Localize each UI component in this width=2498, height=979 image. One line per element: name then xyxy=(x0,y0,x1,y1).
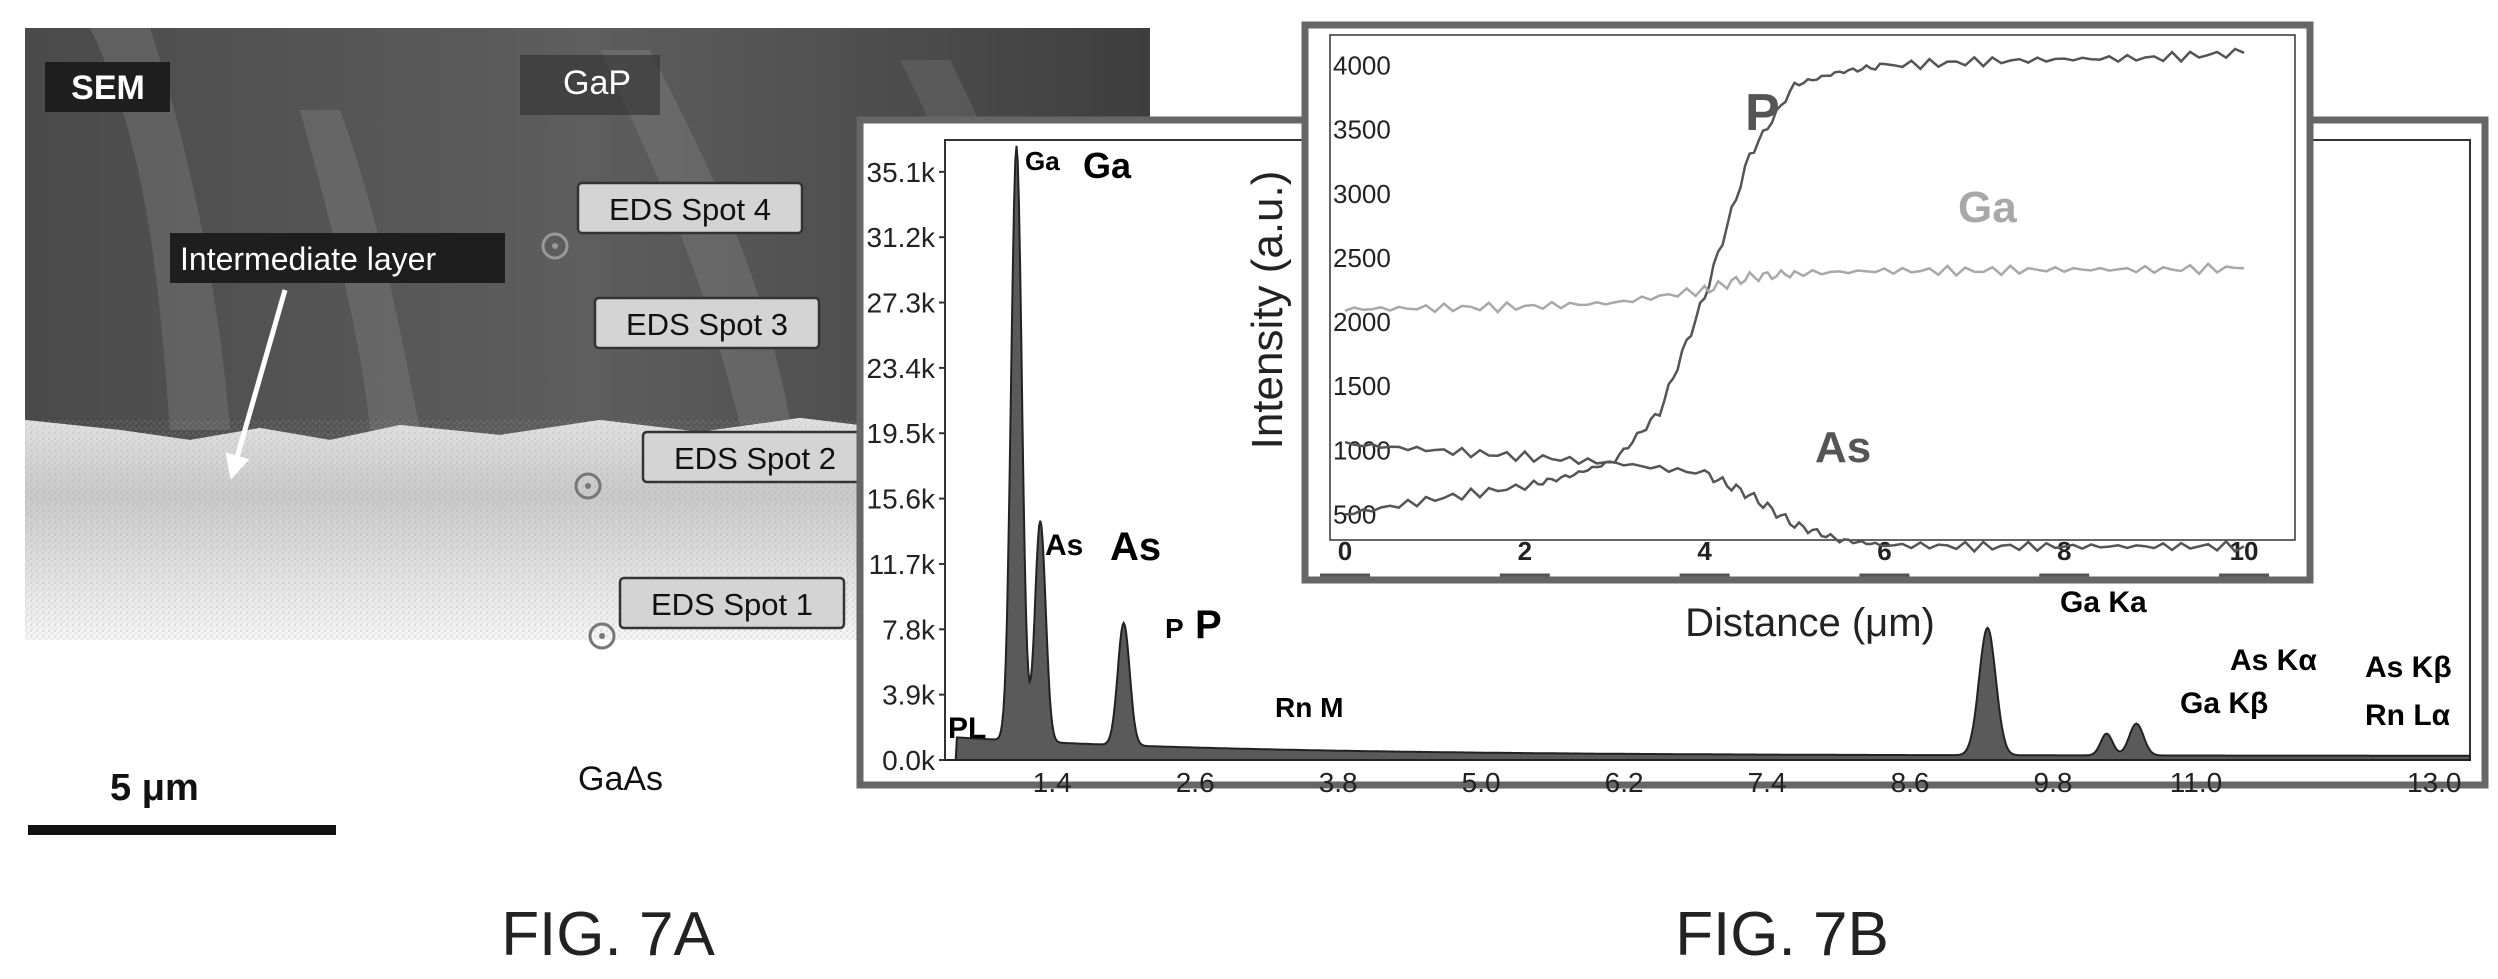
linescan-y-tick-label: 4000 xyxy=(1333,51,1391,81)
label-ga-big: Ga xyxy=(1083,145,1132,186)
linescan-plot-area xyxy=(1329,34,2296,541)
label-ga-small: Ga xyxy=(1025,146,1060,176)
spectrum-x-tick-label: 11.0 xyxy=(2170,767,2222,798)
spectrum-y-ticks: 0.0k 3.9k 7.8k 11.7k 15.6k 19.5k 23.4k 27.3k 31.… xyxy=(867,157,945,776)
scale-bar xyxy=(28,825,336,835)
gap-label-box xyxy=(520,55,660,115)
spectrum-y-tick-label: 35.1k xyxy=(867,157,936,188)
series-label-p: P xyxy=(1745,84,1780,142)
layer-arrow xyxy=(225,289,288,480)
linescan-y-label: Intensity (a.u.) xyxy=(1243,171,1292,450)
linescan-series-p-line xyxy=(1344,47,2245,516)
linescan-y-tick-label: 2000 xyxy=(1333,307,1391,337)
label-as-ka: As Kα xyxy=(2230,644,2317,677)
label-p-small: P xyxy=(1165,613,1184,644)
spectrum-x-tick-label: 1.4 xyxy=(1033,767,1072,798)
linescan-y-tick-label: 2500 xyxy=(1333,243,1391,273)
label-pl: PL xyxy=(948,712,986,745)
eds-spot-2-marker xyxy=(574,472,602,500)
spectrum-y-tick-label: 27.3k xyxy=(867,288,936,319)
spectrum-y-tick-label: 0.0k xyxy=(882,745,936,776)
eds-spot-1-marker xyxy=(588,622,616,650)
label-p-big: P xyxy=(1195,603,1222,647)
caption-fig-7b: FIG. 7B xyxy=(1675,900,1889,969)
spectrum-y-tick-label: 3.9k xyxy=(882,680,936,711)
eds-spot-2: EDS Spot 2 xyxy=(574,430,1052,500)
spectrum-x-tick-label: 7.4 xyxy=(1748,767,1787,798)
eds-spot-4-label: EDS Spot 4 xyxy=(609,192,771,227)
label-as-small: As xyxy=(1045,529,1083,562)
label-as-kb: As Kβ xyxy=(2365,651,2452,684)
spectrum-y-tick-label: 7.8k xyxy=(882,614,936,645)
spectrum-x-tick-label: 6.2 xyxy=(1605,767,1644,798)
linescan-series-as-line xyxy=(1344,440,2245,554)
spectrum-x-tick-label: 8.6 xyxy=(1891,767,1930,798)
label-rn-m: Rn M xyxy=(1275,692,1343,723)
eds-spot-3-label: EDS Spot 3 xyxy=(626,307,788,342)
layer-label: Intermediate layer xyxy=(180,241,436,277)
series-label-ga: Ga xyxy=(1958,183,2017,232)
sem-badge: SEM xyxy=(71,69,145,107)
linescan-x-label: Distance (μm) xyxy=(1685,601,1935,645)
gap-label: GaP xyxy=(563,64,631,102)
label-rn-la: Rn Lα xyxy=(2365,699,2451,732)
linescan-y-tick-label: 3500 xyxy=(1333,115,1391,145)
eds-spot-3: EDS Spot 3 xyxy=(593,296,821,350)
linescan-y-tick-label: 3000 xyxy=(1333,179,1391,209)
spectrum-x-ticks: 1.4 2.6 3.8 5.0 6.2 7.4 8.6 9.8 11.0 13.0 xyxy=(1033,767,2462,798)
linescan-series xyxy=(1344,47,2245,554)
sem-badge-box xyxy=(45,62,170,112)
eds-spot-4-marker xyxy=(541,232,569,260)
eds-spot-4-box xyxy=(576,181,804,235)
gaas-label: GaAs xyxy=(578,760,663,798)
eds-spot-1-box xyxy=(618,576,846,630)
layer-label-box xyxy=(170,233,505,283)
eds-spot-3-box xyxy=(593,296,821,350)
linescan-x-tick-label: 0 xyxy=(1338,536,1352,566)
spectrum-x-tick-label: 3.8 xyxy=(1319,767,1358,798)
caption-fig-7a: FIG. 7A xyxy=(501,900,715,969)
linescan-series-ga-line xyxy=(1344,262,2245,314)
spectrum-x-tick-label: 13.0 xyxy=(2407,767,2462,798)
spectrum-x-tick-label: 5.0 xyxy=(1462,767,1501,798)
series-label-as: As xyxy=(1815,423,1871,472)
linescan-x-tick-label: 6 xyxy=(1877,536,1891,566)
linescan-y-tick-label: 1500 xyxy=(1333,371,1391,401)
spectrum-y-tick-label: 23.4k xyxy=(867,353,936,384)
label-ga-kb: Ga Kβ xyxy=(2180,687,2268,720)
spectrum-y-tick-label: 11.7k xyxy=(869,549,936,580)
spectrum-y-tick-label: 19.5k xyxy=(867,418,936,449)
eds-spot-1: EDS Spot 1 xyxy=(588,576,846,650)
spectrum-y-tick-label: 31.2k xyxy=(867,222,936,253)
label-as-big: As xyxy=(1110,525,1161,569)
eds-spot-2-label: EDS Spot 2 xyxy=(674,441,836,476)
linescan-x-ticks: 0 2 4 6 8 10 xyxy=(1320,536,2270,577)
eds-spectrum-chart: 0.0k 3.9k 7.8k 11.7k 15.6k 19.5k 23.4k 27.3k 31.… xyxy=(856,116,2489,798)
linescan-y-tick-label: 1000 xyxy=(1333,435,1391,465)
linescan-x-tick-label: 8 xyxy=(2057,536,2071,566)
spectrum-y-tick-label: 15.6k xyxy=(867,484,936,515)
label-ga-ka: Ga Ka xyxy=(2060,586,2147,619)
linescan-x-tick-label: 2 xyxy=(1518,536,1532,566)
eds-spot-1-dot xyxy=(599,633,605,639)
sem-texture xyxy=(90,28,230,430)
spectrum-area xyxy=(945,145,2471,761)
spectrum-x-tick-label: 2.6 xyxy=(1176,767,1215,798)
spectrum-x-tick-label: 9.8 xyxy=(2034,767,2073,798)
scale-bar-label: 5 μm xyxy=(110,767,199,809)
eds-spot-4-dot xyxy=(552,243,558,249)
eds-spot-2-dot xyxy=(585,483,591,489)
linescan-x-tick-label: 4 xyxy=(1697,536,1712,566)
eds-spot-4: EDS Spot 4 xyxy=(541,181,804,260)
eds-spot-1-label: EDS Spot 1 xyxy=(651,587,813,622)
